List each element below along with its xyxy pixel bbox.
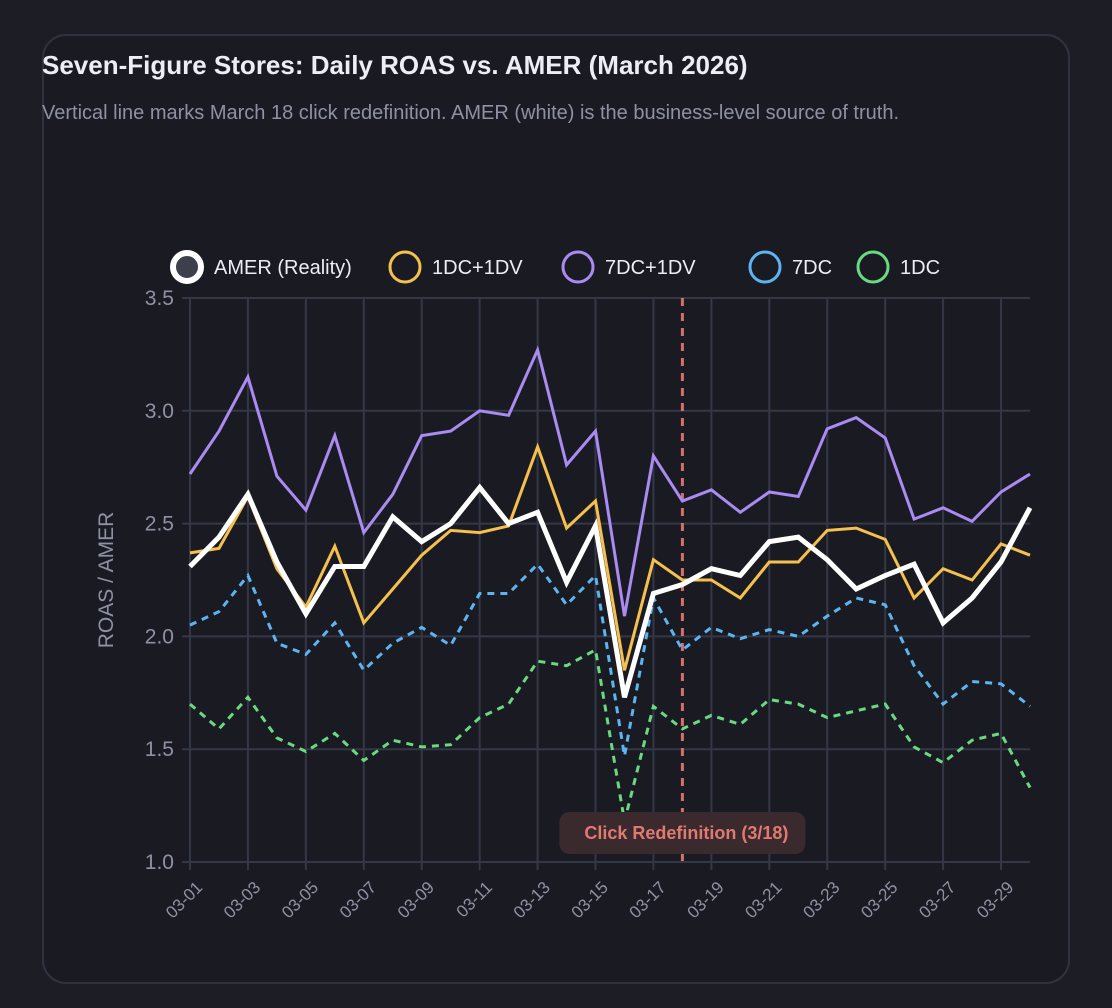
legend-label[interactable]: 1DC — [900, 257, 940, 279]
legend-label[interactable]: 7DC+1DV — [605, 257, 696, 279]
y-tick-label: 3.5 — [145, 287, 174, 310]
legend-marker — [561, 250, 595, 284]
x-tick-label: 03-15 — [568, 878, 612, 922]
series-line-7dc-1dv — [188, 345, 1031, 617]
x-tick-label: 03-21 — [741, 878, 785, 922]
chart-subtitle: Vertical line marks March 18 click redef… — [42, 102, 900, 124]
legend-label[interactable]: 1DC+1DV — [432, 257, 523, 279]
legend-label[interactable]: 7DC — [792, 257, 832, 279]
annotation-label: Click Redefinition (3/18) — [584, 823, 788, 843]
x-tick-label: 03-23 — [799, 878, 843, 922]
legend-marker — [748, 250, 782, 284]
series-line-amer-reality — [188, 483, 1033, 698]
x-tick-label: 03-11 — [453, 878, 496, 921]
annotation-badge — [559, 812, 806, 854]
y-tick-label: 2.0 — [145, 625, 174, 648]
y-tick-label: 1.0 — [145, 851, 174, 874]
legend: AMER (Reality) 1DC+1DV 7DC+1DV 7DC 1DC — [170, 250, 940, 284]
chart-title: Seven-Figure Stores: Daily ROAS vs. AMER… — [42, 50, 748, 80]
x-tick-label: 03-19 — [684, 878, 728, 922]
y-tick-label: 3.0 — [145, 400, 174, 423]
x-tick-label: 03-05 — [278, 878, 322, 922]
x-tick-label: 03-03 — [220, 878, 264, 922]
annotation-labels: Click Redefinition (3/18) — [559, 812, 806, 854]
y-tick-label: 1.5 — [145, 738, 174, 761]
legend-marker — [856, 250, 890, 284]
x-tick-label: 03-13 — [510, 878, 554, 922]
series-line-7dc — [189, 561, 1031, 757]
y-tick-label: 2.5 — [145, 513, 174, 536]
legend-marker — [388, 250, 422, 284]
x-tick-label: 03-09 — [394, 878, 438, 922]
series-line-1dc-1dv — [189, 442, 1031, 671]
legend-marker — [170, 250, 204, 284]
x-tick-label: 03-17 — [626, 878, 670, 922]
legend-label[interactable]: AMER (Reality) — [214, 257, 352, 279]
x-tick-label: 03-25 — [857, 878, 901, 922]
series-layer — [188, 345, 1033, 822]
x-tick-label: 03-01 — [162, 878, 206, 922]
x-tick-label: 03-07 — [336, 878, 380, 922]
x-tick-label: 03-29 — [973, 878, 1017, 922]
series-line-1dc — [189, 647, 1032, 822]
chart-card — [42, 34, 1070, 984]
y-axis-title: ROAS / AMER — [95, 512, 118, 649]
x-tick-label: 03-27 — [915, 878, 959, 922]
